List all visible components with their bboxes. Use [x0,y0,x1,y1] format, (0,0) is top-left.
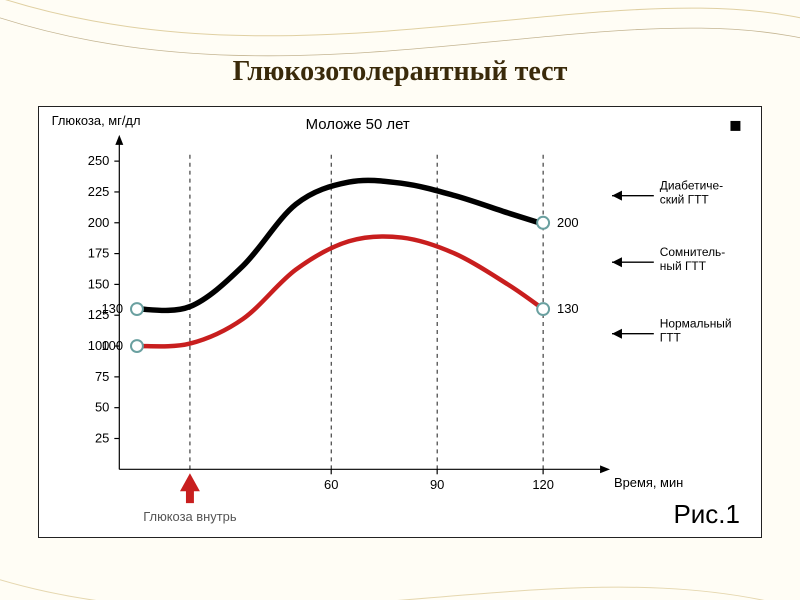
x-axis-label: Время, мин [614,475,683,490]
chart-svg: Моложе 50 лет Глюкоза, мг/дл Время, мин 25 5… [39,107,761,537]
annot-text: Диабетиче- [660,179,723,193]
annot-text: Нормальный [660,317,732,331]
y-tick-label: 250 [88,153,110,168]
y-tick-label: 25 [95,430,109,445]
x-tick-label: 90 [430,477,444,492]
y-tick-label: 75 [95,369,109,384]
annot-text: Сомнитель- [660,245,725,259]
y-tick-label: 225 [88,184,110,199]
annot-text: ный ГТТ [660,259,707,273]
marker-label: 200 [557,215,579,230]
glucose-arrow-icon [180,473,200,503]
x-axis-arrow-icon [600,465,610,473]
marker-icon [131,303,143,315]
annot-text: ГТТ [660,331,682,345]
arrow-left-icon [612,329,622,339]
y-axis-arrow-icon [115,135,123,145]
glucose-arrow-label: Глюкоза внутрь [143,509,237,524]
marker-label: 130 [101,301,123,316]
arrow-left-icon [612,191,622,201]
marker-icon [537,217,549,229]
chart-inner-title: Моложе 50 лет [306,116,410,133]
marker-label: 100 [101,338,123,353]
y-axis-label: Глюкоза, мг/дл [52,113,141,128]
marker-label: 130 [557,301,579,316]
chart-frame: Моложе 50 лет Глюкоза, мг/дл Время, мин 25 5… [38,106,762,538]
corner-marker-icon [730,121,740,131]
marker-icon [537,303,549,315]
x-tick-label: 120 [532,477,554,492]
figure-label: Рис.1 [673,499,740,530]
y-tick-label: 50 [95,400,109,415]
x-tick-label: 60 [324,477,338,492]
slide: Глюкозотолерантный тест Моложе 50 лет Глю… [0,0,800,600]
y-tick-label: 200 [88,215,110,230]
marker-icon [131,340,143,352]
arrow-left-icon [612,257,622,267]
y-tick-label: 175 [88,246,110,261]
series-lower [137,236,543,346]
slide-title: Глюкозотолерантный тест [0,56,800,88]
annot-text: ский ГТТ [660,193,710,207]
y-tick-label: 150 [88,276,110,291]
